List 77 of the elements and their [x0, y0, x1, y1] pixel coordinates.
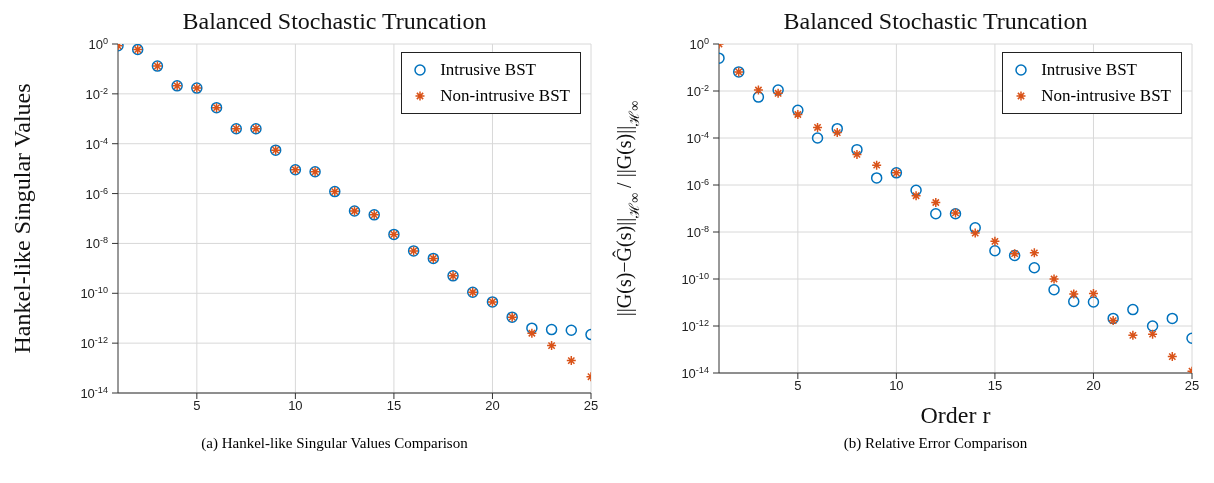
- point: [526, 322, 538, 334]
- text: (b) Relative Error Comparison: [842, 435, 1029, 452]
- x-tick-label: 20: [1086, 378, 1101, 394]
- x-tick-label: 25: [1184, 378, 1200, 394]
- point: [752, 91, 765, 103]
- point: [1028, 262, 1041, 274]
- point: [1087, 296, 1100, 308]
- y-tick-label: 10$^{-14}$: [681, 365, 709, 381]
- point: [871, 159, 882, 171]
- point: [870, 172, 883, 184]
- point: [1127, 330, 1139, 341]
- y-tick-label: 10$^{-6}$: [85, 185, 108, 202]
- point: [1147, 328, 1158, 340]
- legend-label: Non-intrusive BST: [1041, 85, 1171, 107]
- y-tick-label: 10$^{-2}$: [686, 83, 709, 99]
- point: [1088, 288, 1099, 299]
- point: [1127, 303, 1139, 316]
- point: [969, 222, 981, 234]
- y-tick-label: 10$^{-10}$: [80, 285, 108, 302]
- legend-label: Intrusive BST: [440, 59, 536, 81]
- point: [566, 355, 577, 366]
- legend-label: Non-intrusive BST: [440, 85, 570, 107]
- chart-title: Balanced Stochastic Truncation: [181, 8, 488, 36]
- point: [989, 236, 1001, 247]
- point: [1146, 320, 1159, 332]
- point: [526, 327, 538, 339]
- point: [1068, 295, 1080, 308]
- y-tick-label: 10$^{-4}$: [686, 130, 709, 146]
- y-tick-label: 10$^{-8}$: [686, 224, 709, 240]
- point: [1068, 288, 1079, 300]
- y-tick-label: 10$^{-4}$: [85, 135, 108, 152]
- point: [989, 244, 1001, 257]
- point: [910, 190, 922, 201]
- point: [792, 104, 804, 117]
- y-axis-title: Hankel-like Singular Values: [9, 83, 35, 354]
- point: [1167, 351, 1178, 362]
- point: [792, 109, 804, 120]
- point: [772, 84, 784, 96]
- chart-title: Balanced Stochastic Truncation: [782, 8, 1089, 36]
- x-tick-label: 10: [288, 398, 303, 414]
- x-tick-label: 10: [889, 378, 904, 394]
- x-tick-label: 5: [794, 378, 802, 394]
- y-tick-label: 10$^{-8}$: [85, 235, 108, 252]
- y-tick-label: 10$^{-12}$: [80, 335, 108, 352]
- point: [545, 323, 558, 336]
- y-tick-label: 10$^{-6}$: [686, 177, 709, 193]
- point: [1029, 247, 1040, 259]
- point: [565, 324, 578, 336]
- y-tick-label: 10$^{-12}$: [681, 318, 709, 334]
- y-tick-label: 10$^{-2}$: [85, 85, 108, 102]
- point: [546, 340, 557, 351]
- point: [1166, 312, 1179, 325]
- x-tick-label: 15: [987, 378, 1003, 394]
- point: [1048, 273, 1060, 285]
- y-tick-label: 10$^{0}$: [689, 36, 709, 52]
- point: [832, 127, 843, 138]
- x-tick-label: 25: [583, 398, 599, 414]
- x-tick-label: 20: [485, 398, 500, 414]
- point: [1048, 283, 1060, 296]
- point: [910, 184, 922, 196]
- legend-label: Intrusive BST: [1041, 59, 1137, 81]
- x-tick-label: 5: [193, 398, 201, 414]
- point: [831, 122, 843, 135]
- point: [930, 207, 942, 220]
- y-tick-label: 10$^{-14}$: [80, 385, 108, 401]
- point: [772, 88, 784, 99]
- text: (a) Hankel-like Singular Values Comparison: [200, 435, 469, 452]
- point: [812, 122, 823, 133]
- y-tick-label: 10$^{-10}$: [681, 271, 709, 287]
- point: [969, 227, 981, 239]
- x-tick-label: 15: [386, 398, 402, 414]
- point: [811, 132, 824, 144]
- point: [851, 149, 863, 160]
- point: [930, 197, 942, 208]
- y-tick-label: 10$^{0}$: [88, 36, 108, 52]
- x-axis-title: Order r: [920, 402, 991, 428]
- point: [753, 84, 764, 96]
